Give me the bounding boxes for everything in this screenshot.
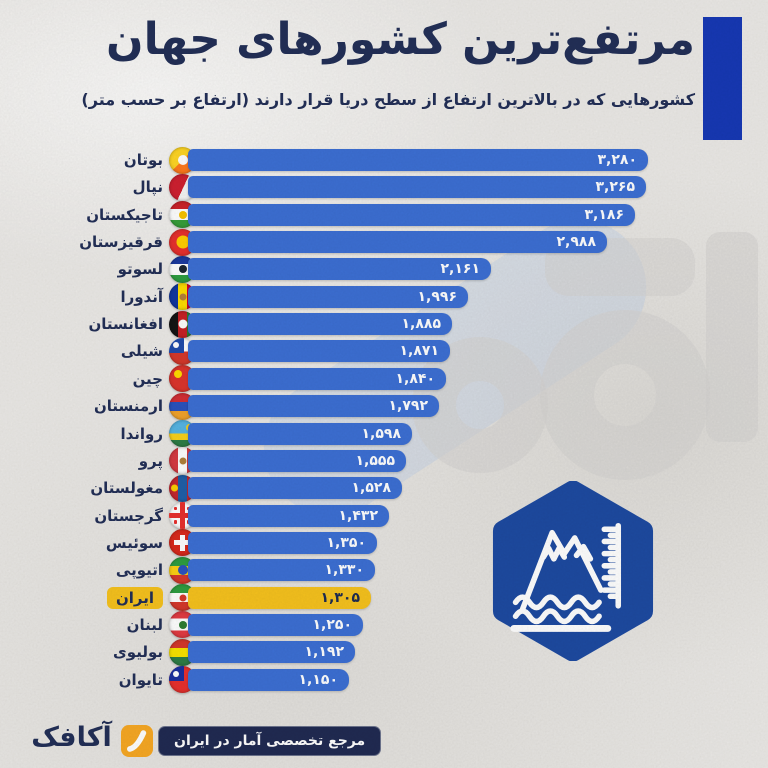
bar-value-label: ۱,۱۹۲ [304, 644, 345, 661]
value-bar: ۲,۹۸۸ [188, 231, 607, 254]
value-bar: ۱,۴۳۲ [188, 504, 389, 527]
value-bar: ۱,۷۹۲ [188, 395, 439, 418]
country-label: تایوان [118, 670, 163, 689]
row-chile: شیلی ۱,۸۷۱ [0, 337, 768, 365]
country-label: بولیوی [113, 643, 163, 662]
value-bar: ۱,۱۵۰ [188, 668, 349, 691]
row-lebanon: لبنان ۱,۲۵۰ [0, 611, 768, 639]
country-label: رواندا [120, 424, 163, 443]
bar-value-label: ۱,۹۹۶ [417, 288, 458, 305]
value-bar: ۱,۵۹۸ [188, 422, 412, 445]
value-bar: ۳,۲۸۰ [188, 149, 648, 171]
bar-value-label: ۱,۳۵۰ [326, 534, 367, 551]
bar-value-label: ۳,۲۸۰ [597, 152, 638, 168]
row-iran: ایران ۱,۳۰۵ [0, 584, 768, 612]
value-bar: ۳,۱۸۶ [188, 203, 635, 226]
country-label: لبنان [126, 615, 163, 634]
row-peru: پرو ۱,۵۵۵ [0, 447, 768, 475]
bar-value-label: ۱,۵۵۵ [355, 452, 396, 469]
bar-value-label: ۱,۸۷۱ [399, 343, 440, 360]
row-georgia: گرجستان ۱,۴۳۲ [0, 502, 768, 530]
row-kyrgyzstan: قرقیزستان ۲,۹۸۸ [0, 228, 768, 256]
row-tajikistan: تاجیکستان ۳,۱۸۶ [0, 201, 768, 229]
bar-value-label: ۱,۴۳۲ [338, 507, 379, 524]
country-label: شیلی [120, 342, 163, 361]
row-andorra: آندورا ۱,۹۹۶ [0, 283, 768, 311]
value-bar: ۱,۳۰۵ [188, 586, 371, 609]
country-label: بوتان [123, 151, 163, 169]
bar-value-label: ۱,۷۹۲ [388, 398, 429, 415]
row-nepal: نپال ۳,۲۶۵ [0, 173, 768, 201]
value-bar: ۲,۱۶۱ [188, 258, 491, 281]
row-lesotho: لسوتو ۲,۱۶۱ [0, 255, 768, 283]
country-label: تاجیکستان [86, 205, 163, 224]
country-label: پرو [138, 451, 163, 470]
bar-value-label: ۲,۹۸۸ [556, 234, 597, 251]
country-label: نپال [132, 178, 163, 197]
country-label: آندورا [120, 287, 163, 306]
value-bar: ۳,۲۶۵ [188, 176, 646, 199]
bar-value-label: ۳,۲۶۵ [595, 179, 636, 196]
row-armenia: ارمنستان ۱,۷۹۲ [0, 392, 768, 420]
value-bar: ۱,۸۷۱ [188, 340, 450, 363]
value-bar: ۱,۳۳۰ [188, 559, 375, 582]
bar-value-label: ۳,۱۸۶ [584, 206, 625, 223]
country-label: افغانستان [88, 315, 163, 334]
country-label: قرقیزستان [79, 233, 163, 252]
country-label: ارمنستان [93, 397, 163, 416]
row-afghanistan: افغانستان ۱,۸۸۵ [0, 310, 768, 338]
bar-value-label: ۱,۱۵۰ [298, 671, 339, 688]
row-switzerland: سوئیس ۱,۳۵۰ [0, 529, 768, 557]
footer-tagline: مرجع تخصصی آمار در ایران [158, 726, 382, 756]
country-label: لسوتو [117, 260, 163, 279]
row-ethiopia: اتیوپی ۱,۳۳۰ [0, 556, 768, 584]
bar-value-label: ۱,۵۹۸ [361, 425, 402, 442]
country-label: گرجستان [94, 506, 163, 525]
value-bar: ۱,۹۹۶ [188, 285, 468, 308]
value-bar: ۱,۵۵۵ [188, 449, 406, 472]
brand-name: آکافک [31, 722, 112, 753]
bar-value-label: ۱,۵۲۸ [351, 480, 392, 497]
akafek-swoosh-icon [127, 730, 147, 752]
row-china: چین ۱,۸۴۰ [0, 365, 768, 393]
row-bhutan: بوتان ۳,۲۸۰ [0, 146, 768, 174]
brand-logo-icon [121, 725, 153, 757]
bar-value-label: ۱,۳۰۵ [320, 589, 361, 606]
country-label: مغولستان [90, 479, 163, 498]
country-label: ایران [0, 586, 163, 609]
value-bar: ۱,۵۲۸ [188, 477, 402, 500]
value-bar: ۱,۲۵۰ [188, 613, 363, 636]
value-bar: ۱,۸۴۰ [188, 367, 446, 390]
bar-value-label: ۱,۸۸۵ [401, 316, 442, 333]
bar-value-label: ۲,۱۶۱ [440, 261, 481, 278]
value-bar: ۱,۱۹۲ [188, 641, 355, 664]
row-bolivia: بولیوی ۱,۱۹۲ [0, 638, 768, 666]
country-label: چین [132, 369, 163, 388]
row-rwanda: رواندا ۱,۵۹۸ [0, 420, 768, 447]
row-mongolia: مغولستان ۱,۵۲۸ [0, 474, 768, 502]
bar-value-label: ۱,۳۳۰ [324, 562, 365, 579]
value-bar: ۱,۳۵۰ [188, 531, 377, 554]
bar-value-label: ۱,۲۵۰ [312, 616, 353, 633]
country-label: سوئیس [105, 533, 163, 552]
value-bar: ۱,۸۸۵ [188, 313, 452, 336]
country-label: اتیوپی [115, 561, 163, 580]
bar-value-label: ۱,۸۴۰ [395, 370, 436, 387]
row-taiwan: تایوان ۱,۱۵۰ [0, 666, 768, 694]
